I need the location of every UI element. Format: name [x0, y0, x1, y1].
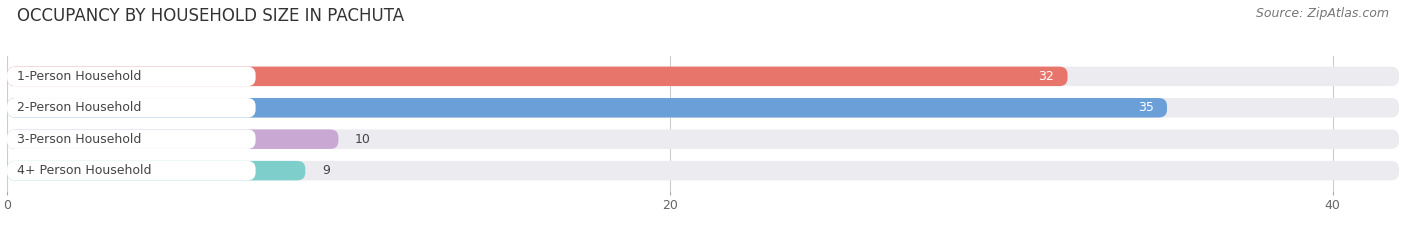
Text: 9: 9 — [322, 164, 330, 177]
FancyBboxPatch shape — [7, 161, 256, 180]
FancyBboxPatch shape — [7, 67, 1399, 86]
FancyBboxPatch shape — [7, 67, 256, 86]
Text: OCCUPANCY BY HOUSEHOLD SIZE IN PACHUTA: OCCUPANCY BY HOUSEHOLD SIZE IN PACHUTA — [17, 7, 404, 25]
Text: 1-Person Household: 1-Person Household — [17, 70, 142, 83]
Text: 32: 32 — [1039, 70, 1054, 83]
FancyBboxPatch shape — [7, 161, 1399, 180]
Text: 2-Person Household: 2-Person Household — [17, 101, 142, 114]
FancyBboxPatch shape — [7, 98, 256, 117]
FancyBboxPatch shape — [7, 130, 256, 149]
FancyBboxPatch shape — [7, 130, 339, 149]
Text: 4+ Person Household: 4+ Person Household — [17, 164, 152, 177]
FancyBboxPatch shape — [7, 130, 1399, 149]
Text: Source: ZipAtlas.com: Source: ZipAtlas.com — [1256, 7, 1389, 20]
FancyBboxPatch shape — [7, 161, 305, 180]
Text: 3-Person Household: 3-Person Household — [17, 133, 142, 146]
FancyBboxPatch shape — [7, 98, 1167, 117]
Text: 10: 10 — [354, 133, 371, 146]
Text: 35: 35 — [1137, 101, 1154, 114]
FancyBboxPatch shape — [7, 98, 1399, 117]
FancyBboxPatch shape — [7, 67, 1067, 86]
